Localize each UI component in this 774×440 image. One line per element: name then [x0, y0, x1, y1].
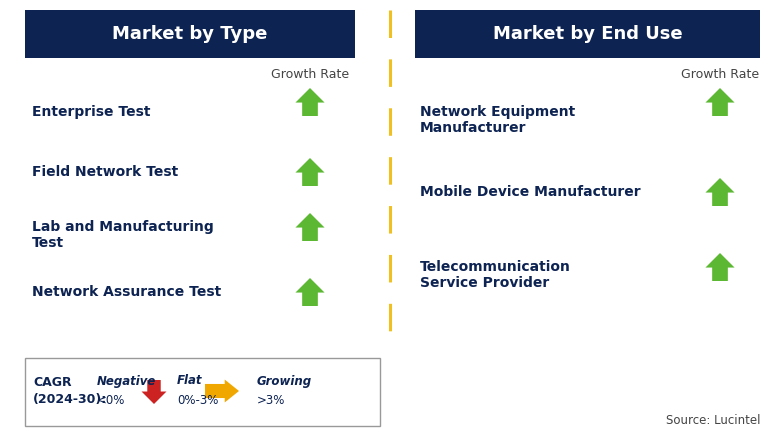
Text: Mobile Device Manufacturer: Mobile Device Manufacturer — [420, 185, 641, 199]
Text: Growing: Growing — [257, 374, 312, 388]
Polygon shape — [296, 158, 324, 186]
FancyBboxPatch shape — [415, 10, 760, 58]
Text: Flat: Flat — [177, 374, 203, 388]
Text: Lab and Manufacturing
Test: Lab and Manufacturing Test — [32, 220, 214, 250]
FancyBboxPatch shape — [25, 358, 380, 426]
Text: Telecommunication
Service Provider: Telecommunication Service Provider — [420, 260, 571, 290]
Text: Enterprise Test: Enterprise Test — [32, 105, 150, 119]
Text: Field Network Test: Field Network Test — [32, 165, 178, 179]
Text: CAGR: CAGR — [33, 375, 72, 389]
Text: Network Assurance Test: Network Assurance Test — [32, 285, 221, 299]
Text: Source: Lucintel: Source: Lucintel — [666, 414, 760, 426]
Text: 0%-3%: 0%-3% — [177, 393, 218, 407]
Polygon shape — [296, 278, 324, 306]
Text: Market by End Use: Market by End Use — [493, 25, 683, 43]
Text: <0%: <0% — [97, 393, 125, 407]
Polygon shape — [205, 380, 239, 403]
Polygon shape — [142, 380, 166, 404]
Text: >3%: >3% — [257, 393, 286, 407]
Text: Negative: Negative — [97, 374, 156, 388]
Text: Growth Rate: Growth Rate — [681, 68, 759, 81]
Text: (2024-30):: (2024-30): — [33, 393, 108, 407]
Polygon shape — [705, 253, 735, 281]
Polygon shape — [296, 88, 324, 116]
Polygon shape — [293, 380, 320, 406]
Text: Growth Rate: Growth Rate — [271, 68, 349, 81]
FancyBboxPatch shape — [25, 10, 355, 58]
Text: Market by Type: Market by Type — [112, 25, 268, 43]
Polygon shape — [296, 213, 324, 241]
Text: Network Equipment
Manufacturer: Network Equipment Manufacturer — [420, 105, 575, 135]
Polygon shape — [705, 88, 735, 116]
Polygon shape — [705, 178, 735, 206]
